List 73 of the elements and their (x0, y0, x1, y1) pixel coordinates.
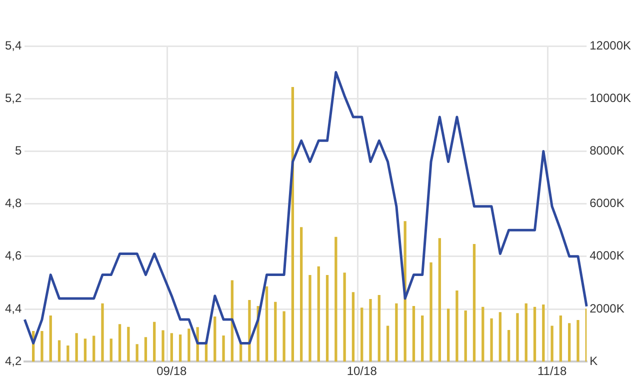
y-tick-label: 4,4 (4, 301, 22, 316)
bar (550, 326, 554, 362)
x-tick-label: 09/18 (156, 364, 187, 378)
bar (352, 292, 355, 362)
bar (110, 338, 112, 362)
bar (498, 312, 502, 362)
bar (248, 300, 251, 362)
y-tick-label: 4,6 (4, 248, 22, 263)
bar (446, 308, 450, 362)
bar (507, 330, 510, 362)
bar (421, 316, 424, 362)
bar (75, 333, 78, 362)
bar (127, 326, 130, 362)
y2-tick-label: 4000K (590, 248, 624, 263)
bar (490, 318, 493, 362)
x-tick-label: 11/18 (537, 364, 567, 378)
bar (118, 324, 122, 362)
bar (222, 335, 225, 362)
bar (58, 340, 61, 362)
y-tick-label: 4,2 (4, 354, 22, 368)
bar (533, 306, 536, 362)
bar (568, 323, 571, 362)
y-tick-label: 5,4 (4, 38, 22, 52)
bar (516, 313, 519, 362)
y-tick-label: 5,2 (4, 90, 22, 105)
bar (153, 322, 156, 362)
bar (144, 337, 148, 362)
y2-tick-label: 10000K (590, 90, 631, 105)
bar (92, 336, 96, 362)
y-tick-label: 4,8 (4, 196, 22, 210)
y-tick-label: 5 (14, 144, 22, 158)
bar (282, 311, 286, 362)
bar (265, 286, 268, 362)
bar (438, 238, 441, 362)
y2-tick-label: 6000K (590, 196, 624, 210)
y2-tick-label: 2000K (590, 301, 624, 316)
bar (559, 316, 562, 362)
bar (378, 294, 380, 362)
bar (360, 308, 364, 362)
bar (300, 227, 303, 362)
bar (101, 303, 104, 362)
bar (412, 306, 416, 362)
bar (369, 298, 372, 362)
bar (214, 316, 216, 362)
bar (464, 310, 467, 362)
bar (84, 338, 87, 362)
bar (136, 344, 138, 362)
x-tick-label: 10/18 (346, 364, 378, 378)
bar (395, 303, 398, 362)
bar (472, 244, 476, 362)
bar (430, 262, 432, 362)
bar (317, 266, 320, 362)
bar (334, 236, 338, 362)
bar (274, 302, 277, 362)
bar (178, 334, 182, 362)
bar (482, 306, 484, 362)
y2-tick-label: K (590, 354, 598, 368)
bar (40, 331, 44, 362)
bar (162, 330, 164, 362)
bar (386, 326, 390, 362)
bar (456, 290, 458, 362)
bar (170, 333, 173, 362)
bar (524, 303, 528, 362)
bar (188, 328, 190, 362)
y2-tick-label: 12000K (590, 38, 631, 52)
bar (343, 272, 346, 362)
bar (308, 275, 312, 362)
bar (576, 320, 580, 362)
bar (66, 345, 70, 362)
bar (326, 275, 329, 362)
bar (542, 304, 545, 362)
y2-tick-label: 8000K (590, 144, 624, 158)
bar (49, 316, 52, 362)
